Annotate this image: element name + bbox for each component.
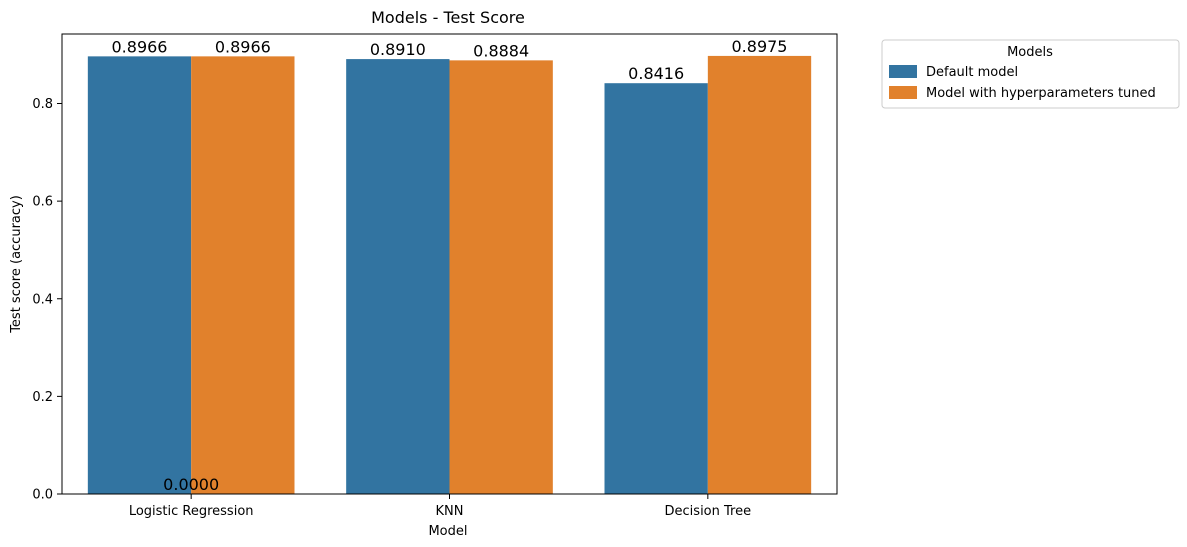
bar-value-label-0: 0.8966 bbox=[112, 37, 168, 56]
chart-title: Models - Test Score bbox=[371, 8, 525, 27]
y-axis-label: Test score (accuracy) bbox=[9, 195, 24, 334]
x-axis-label: Model bbox=[428, 524, 467, 539]
x-tick-label-2: Decision Tree bbox=[665, 504, 752, 519]
bar-value-label-1: 0.8966 bbox=[215, 37, 271, 56]
y-tick-label-2: 0.4 bbox=[32, 292, 53, 307]
bar-tuned-1 bbox=[449, 60, 553, 495]
bar-tuned-0 bbox=[191, 56, 295, 495]
bar-value-label-3: 0.8884 bbox=[473, 41, 529, 60]
y-tick-label-0: 0.0 bbox=[32, 488, 53, 503]
bar-default-0 bbox=[87, 56, 192, 495]
legend-swatch-0 bbox=[889, 65, 917, 78]
bar-value-label-2: 0.8910 bbox=[370, 40, 426, 59]
x-tick-label-1: KNN bbox=[436, 504, 464, 519]
x-tick-label-0: Logistic Regression bbox=[129, 504, 254, 519]
y-tick-label-4: 0.8 bbox=[32, 97, 53, 112]
bar-default-2 bbox=[604, 83, 708, 494]
y-tick-label-1: 0.2 bbox=[32, 390, 53, 405]
x-axis: Logistic Regression KNN Decision Tree bbox=[129, 494, 751, 519]
bar-value-label-4: 0.8416 bbox=[628, 64, 684, 83]
y-tick-label-3: 0.6 bbox=[32, 195, 53, 210]
y-axis: 0.0 0.2 0.4 0.6 0.8 bbox=[32, 97, 62, 503]
legend-label-1: Model with hyperparameters tuned bbox=[926, 86, 1156, 101]
legend: Models Default model Model with hyperpara… bbox=[881, 39, 1180, 109]
bar-value-label-6: 0.0000 bbox=[163, 475, 219, 494]
bar-tuned-2 bbox=[707, 55, 812, 495]
bar-default-1 bbox=[346, 59, 450, 495]
legend-title: Models bbox=[1007, 45, 1053, 60]
legend-frame bbox=[881, 39, 1180, 109]
legend-swatch-1 bbox=[889, 86, 917, 99]
bars-group bbox=[87, 55, 812, 495]
bar-labels-group: 0.8966 0.8966 0.8910 0.8884 0.8416 0.8975 0.00… bbox=[112, 37, 788, 494]
legend-label-0: Default model bbox=[926, 65, 1018, 80]
bar-value-label-5: 0.8975 bbox=[732, 37, 788, 56]
